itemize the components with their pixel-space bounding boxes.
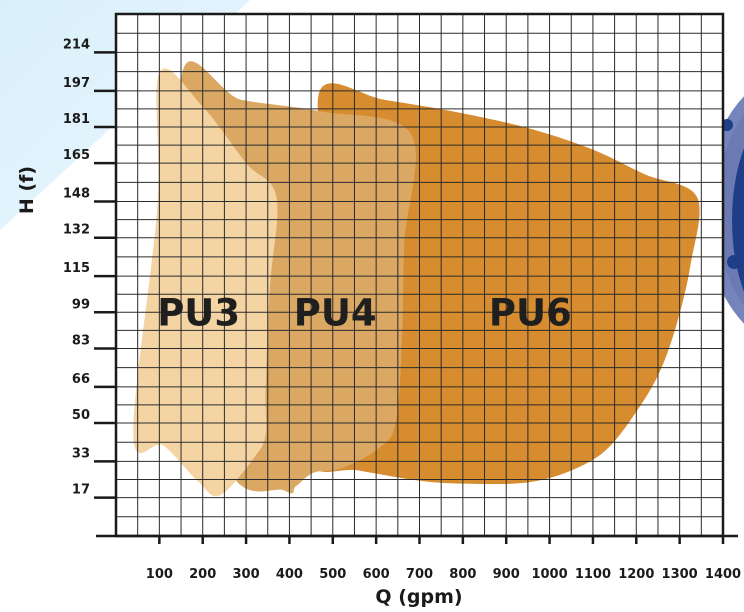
y-tick-label: 214 [63, 37, 90, 52]
region-label-pu3: PU3 [157, 291, 240, 334]
region-pu3 [133, 68, 278, 497]
y-tick-label: 115 [63, 261, 90, 276]
y-tick-label: 99 [72, 297, 90, 312]
region-label-pu4: PU4 [294, 291, 377, 334]
region-labels: PU6 PU4 PU3 [157, 291, 572, 334]
x-tick-label: 100 [146, 567, 173, 582]
x-tick-label: 900 [493, 567, 520, 582]
y-tick-label: 33 [72, 446, 90, 461]
region-label-pu6: PU6 [489, 291, 572, 334]
operating-regions [133, 61, 700, 497]
y-tick-label: 17 [72, 483, 90, 498]
y-tick-label: 50 [72, 408, 90, 423]
y-tick-label: 132 [63, 223, 90, 238]
y-axis-title: H (f) [16, 166, 38, 214]
x-tick-label: 800 [449, 567, 476, 582]
y-axis: 17 33 50 66 83 99 115 132 148 165 181 197 214 [63, 37, 116, 499]
y-tick-label: 181 [63, 112, 90, 127]
x-tick-label: 1100 [575, 567, 611, 582]
y-tick-label: 83 [72, 333, 90, 348]
x-axis: 100 200 300 400 500 600 700 800 900 1000 1100 1200 1… [96, 534, 741, 582]
y-tick-label: 148 [63, 187, 90, 202]
gridlines [116, 14, 723, 536]
x-tick-label: 700 [406, 567, 433, 582]
bolt-hole-icon [727, 255, 741, 269]
x-tick-label: 1400 [705, 567, 741, 582]
y-tick-label: 197 [63, 76, 90, 91]
x-tick-label: 1000 [531, 567, 567, 582]
y-tick-label: 66 [72, 372, 90, 387]
x-tick-label: 500 [319, 567, 346, 582]
x-tick-label: 1300 [662, 567, 698, 582]
x-tick-label: 400 [276, 567, 303, 582]
x-tick-label: 600 [363, 567, 390, 582]
x-tick-label: 1200 [618, 567, 654, 582]
x-axis-title: Q (gpm) [375, 586, 462, 608]
y-tick-label: 165 [63, 148, 90, 163]
x-tick-label: 300 [233, 567, 260, 582]
x-tick-label: 200 [189, 567, 216, 582]
